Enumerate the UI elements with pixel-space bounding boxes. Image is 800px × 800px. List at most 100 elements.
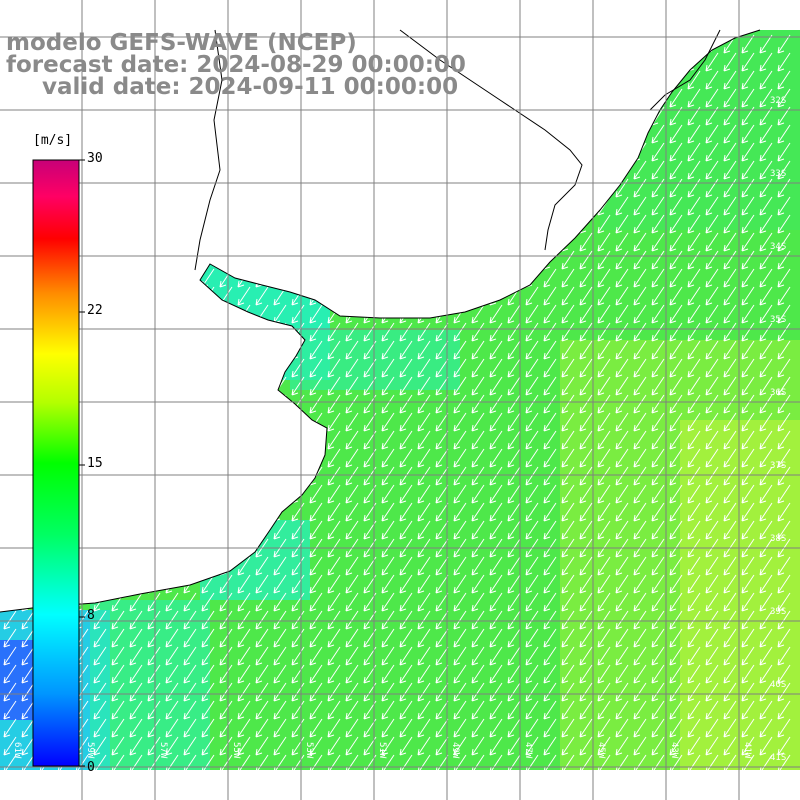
wind-arrow xyxy=(651,250,665,270)
wind-arrow xyxy=(543,556,557,576)
wind-arrow xyxy=(669,358,683,378)
wind-arrow xyxy=(687,520,701,540)
wind-arrow xyxy=(669,142,683,162)
wind-arrow xyxy=(579,574,593,594)
wind-arrow xyxy=(399,322,413,342)
wind-arrow xyxy=(381,520,395,540)
wind-arrow xyxy=(291,412,305,432)
wind-arrow xyxy=(381,394,395,414)
wind-arrow xyxy=(525,448,539,468)
wind-arrow xyxy=(705,754,719,770)
wind-arrow xyxy=(687,322,701,342)
wind-arrow xyxy=(705,484,719,504)
wind-arrow xyxy=(399,628,413,648)
wind-arrow xyxy=(381,250,395,270)
wind-arrow xyxy=(669,466,683,486)
wind-arrow xyxy=(327,682,341,702)
wind-arrow xyxy=(453,736,467,756)
wind-arrow xyxy=(327,340,341,360)
wind-arrow xyxy=(309,700,323,720)
wind-arrow xyxy=(759,142,773,162)
wind-arrow xyxy=(399,124,413,144)
wind-arrow xyxy=(525,700,539,720)
wind-arrow xyxy=(237,466,251,486)
wind-arrow xyxy=(741,646,755,666)
wind-arrow xyxy=(201,502,215,522)
wind-arrow xyxy=(309,430,323,450)
wind-arrow xyxy=(237,196,251,216)
wind-arrow xyxy=(471,628,485,648)
wind-arrow xyxy=(615,88,629,108)
wind-arrow xyxy=(183,484,197,504)
wind-arrow xyxy=(417,574,431,594)
wind-arrow xyxy=(3,448,17,468)
wind-arrow xyxy=(507,556,521,576)
wind-arrow xyxy=(399,358,413,378)
wind-arrow xyxy=(759,214,773,234)
wind-arrow xyxy=(759,754,773,770)
wind-arrow xyxy=(471,448,485,468)
wind-arrow xyxy=(453,574,467,594)
wind-arrow xyxy=(165,682,179,702)
wind-arrow xyxy=(255,232,269,252)
wind-arrow xyxy=(705,142,719,162)
wind-arrow xyxy=(417,754,431,770)
wind-arrow xyxy=(309,304,323,324)
wind-arrow xyxy=(327,628,341,648)
wind-arrow xyxy=(273,124,287,144)
wind-arrow xyxy=(327,520,341,540)
wind-arrow xyxy=(165,394,179,414)
wind-arrow xyxy=(525,322,539,342)
wind-arrow xyxy=(129,232,143,252)
wind-arrow xyxy=(255,484,269,504)
wind-arrow xyxy=(399,412,413,432)
wind-arrow xyxy=(453,484,467,504)
wind-arrow xyxy=(651,34,665,54)
wind-arrow xyxy=(651,682,665,702)
wind-arrow xyxy=(111,718,125,738)
wind-arrow xyxy=(129,376,143,396)
wind-arrow xyxy=(147,376,161,396)
wind-arrow xyxy=(705,610,719,630)
wind-arrow xyxy=(129,160,143,180)
wind-arrow xyxy=(219,394,233,414)
wind-arrow xyxy=(543,664,557,684)
wind-arrow xyxy=(705,376,719,396)
wind-arrow xyxy=(633,412,647,432)
wind-arrow xyxy=(651,160,665,180)
wind-arrow xyxy=(759,394,773,414)
wind-arrow xyxy=(561,484,575,504)
latitude-label: 34S xyxy=(770,242,786,252)
wind-arrow xyxy=(327,466,341,486)
wind-arrow xyxy=(579,340,593,360)
wind-arrow xyxy=(561,88,575,108)
wind-arrow xyxy=(489,250,503,270)
wind-arrow xyxy=(345,682,359,702)
wind-arrow xyxy=(705,556,719,576)
wind-arrow xyxy=(741,754,755,770)
wind-arrow xyxy=(561,628,575,648)
wind-arrow xyxy=(3,556,17,576)
wind-arrow xyxy=(219,358,233,378)
wind-arrow xyxy=(525,286,539,306)
longitude-label: 41W xyxy=(742,742,752,759)
wind-arrow xyxy=(183,556,197,576)
wind-arrow xyxy=(651,322,665,342)
wind-arrow xyxy=(489,394,503,414)
wind-arrow xyxy=(615,268,629,288)
wind-arrow xyxy=(327,736,341,756)
wind-arrow xyxy=(453,718,467,738)
wind-arrow xyxy=(291,736,305,756)
wind-arrow xyxy=(273,754,287,770)
wind-arrow xyxy=(417,412,431,432)
wind-arrow xyxy=(579,610,593,630)
wind-arrow xyxy=(507,34,521,54)
wind-arrow xyxy=(777,70,791,90)
wind-arrow xyxy=(219,304,233,324)
wind-arrow xyxy=(345,322,359,342)
wind-arrow xyxy=(21,394,35,414)
wind-arrow xyxy=(615,358,629,378)
wind-arrow xyxy=(201,430,215,450)
wind-arrow xyxy=(561,718,575,738)
